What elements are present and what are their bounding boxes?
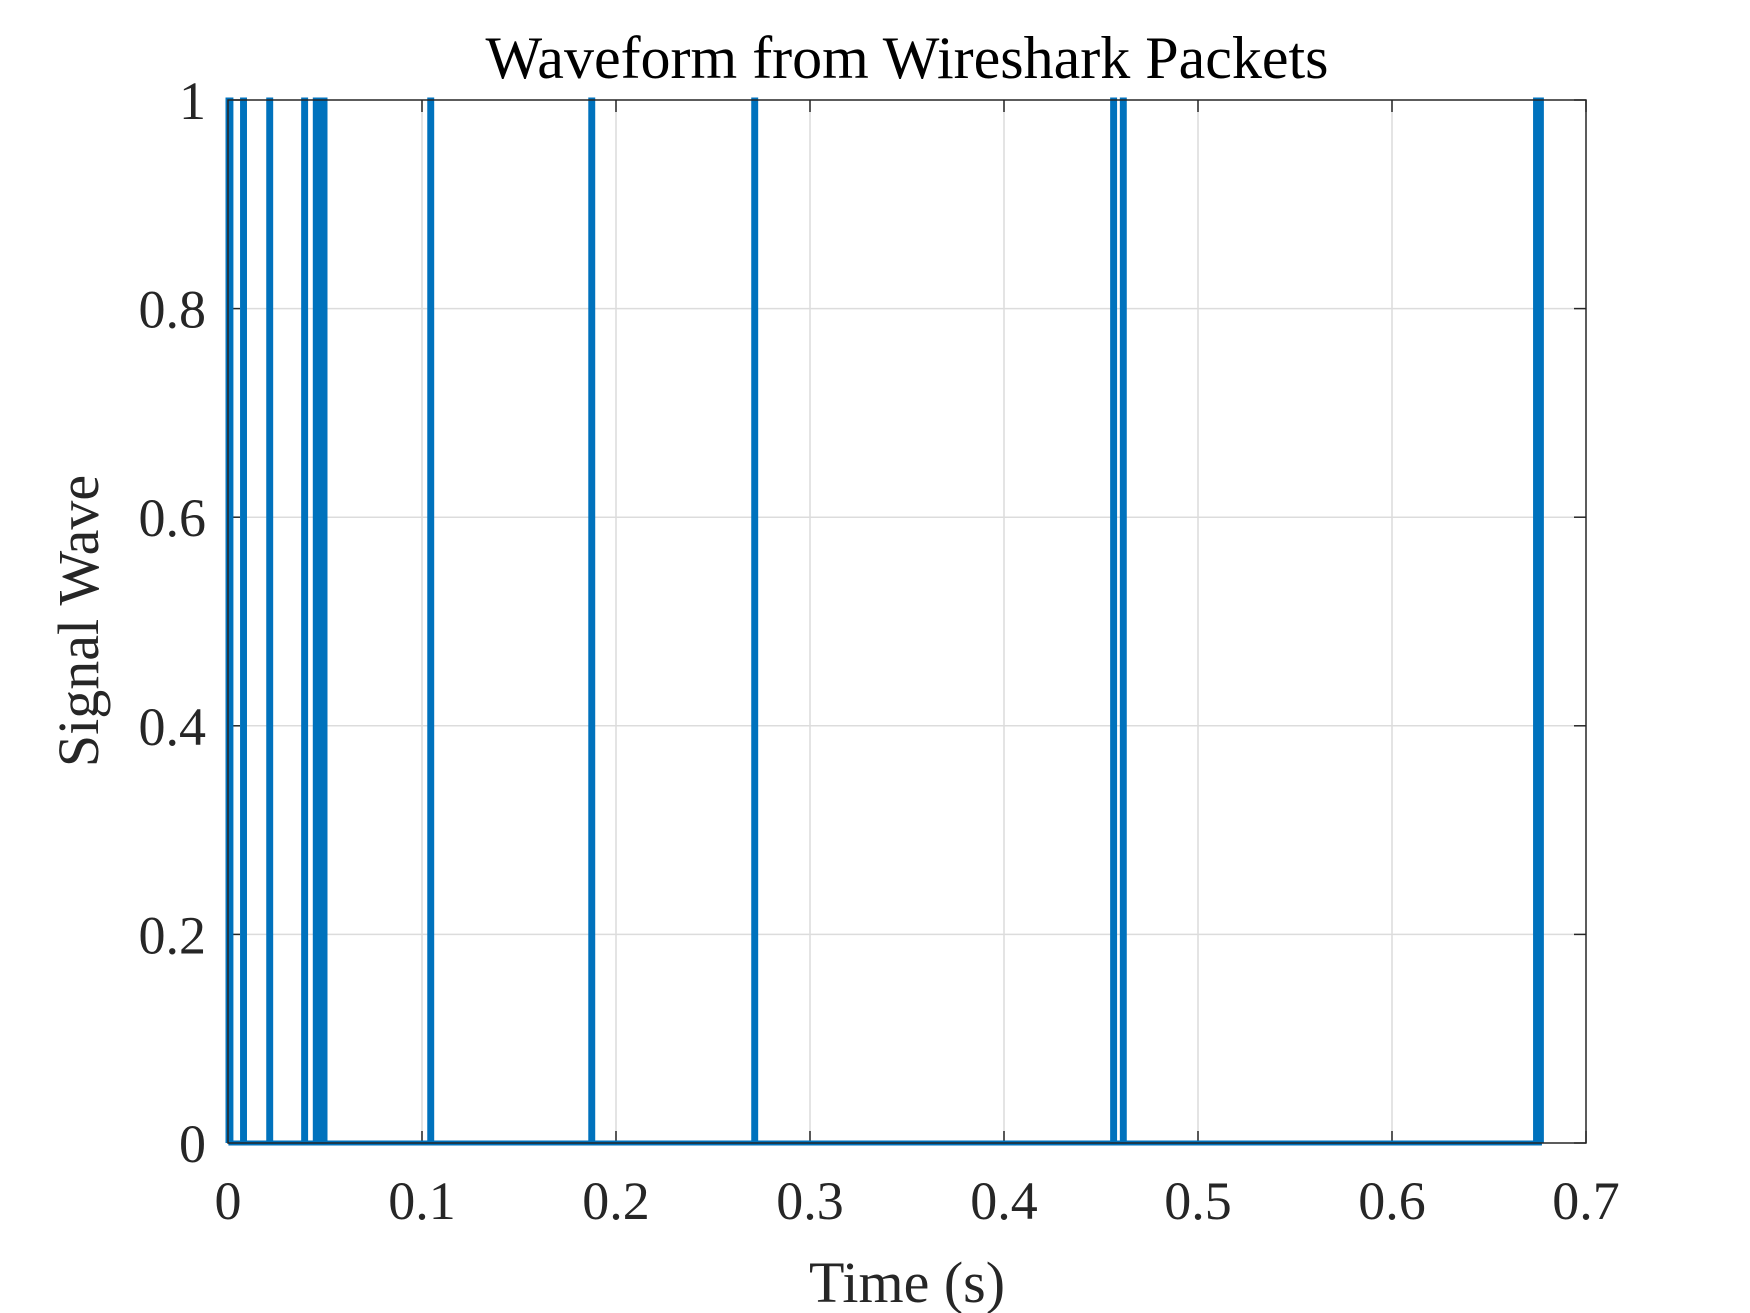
plot-background <box>228 100 1586 1143</box>
grid <box>228 100 1586 1143</box>
y-axis-label: Signal Wave <box>46 475 111 767</box>
x-axis-label: Time (s) <box>809 1250 1005 1313</box>
y-tick-label: 0.8 <box>139 280 207 340</box>
y-tick-label: 0.6 <box>139 488 207 548</box>
y-tick-label: 0.4 <box>139 697 207 757</box>
x-tick-label: 0.2 <box>582 1171 650 1231</box>
tick-labels: 0 0.1 0.2 0.3 0.4 0.5 0.6 0.7 0 0.2 0.4 0.6 0.8 1 <box>139 71 1620 1231</box>
y-tick-label: 1 <box>179 71 206 131</box>
x-tick-label: 0.1 <box>388 1171 456 1231</box>
x-tick-label: 0.7 <box>1552 1171 1620 1231</box>
y-tick-label: 0.2 <box>139 905 207 965</box>
x-tick-label: 0.6 <box>1358 1171 1426 1231</box>
chart-title: Waveform from Wireshark Packets <box>485 25 1328 91</box>
x-tick-label: 0.4 <box>970 1171 1038 1231</box>
x-tick-label: 0.3 <box>776 1171 844 1231</box>
x-tick-label: 0.5 <box>1164 1171 1232 1231</box>
x-tick-label: 0 <box>215 1171 242 1231</box>
y-tick-label: 0 <box>179 1114 206 1174</box>
axes-box <box>227 99 1587 1144</box>
